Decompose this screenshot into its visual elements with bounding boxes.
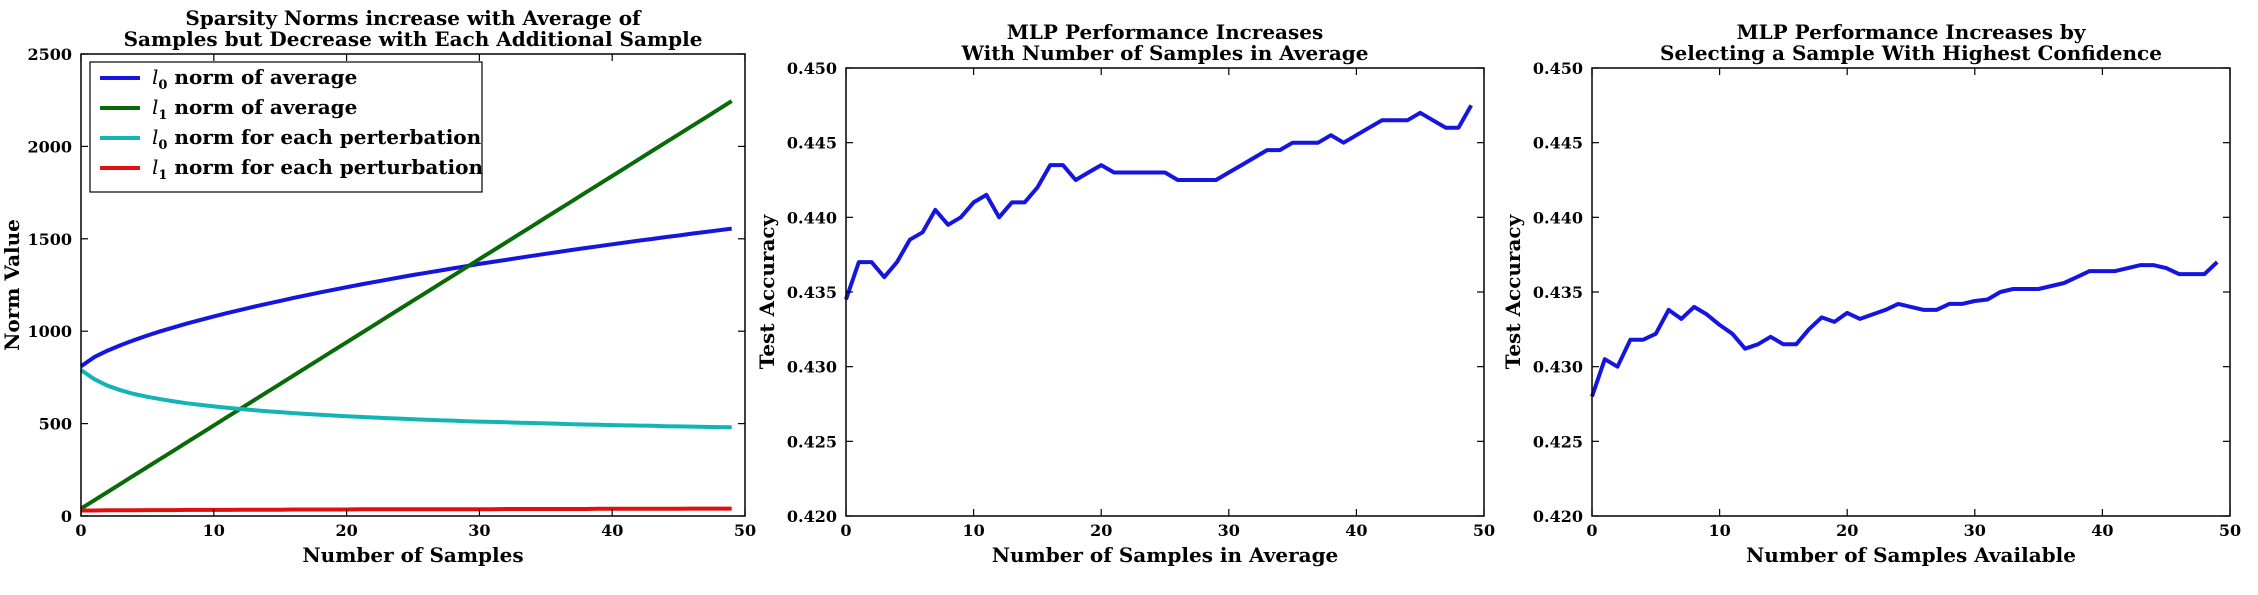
y-tick-label: 0.450	[787, 59, 837, 78]
y-tick-label: 0.420	[787, 507, 837, 526]
series-line-1	[1590, 260, 2219, 398]
y-tick-label: 0.430	[1533, 358, 1583, 377]
chart-panel-1: Sparsity Norms increase with Average ofS…	[0, 6, 756, 567]
x-axis-label: Number of Samples in Average	[992, 543, 1339, 567]
series-line-1	[844, 104, 1473, 301]
y-tick-label: 0	[61, 507, 72, 526]
legend-name: norm of average	[167, 95, 357, 119]
x-tick-label: 40	[601, 521, 623, 540]
series-line-3	[79, 368, 732, 430]
legend-label: l1 norm for each perturbation	[152, 155, 483, 183]
y-axis-label: Norm Value	[0, 219, 24, 351]
y-tick-label: 0.440	[787, 208, 837, 227]
plot-frame	[1591, 67, 2231, 517]
chart-title-line-1: MLP Performance Increases	[1007, 20, 1324, 44]
y-tick-label: 0.435	[1533, 283, 1583, 302]
y-tick-label: 500	[39, 415, 72, 434]
y-axis-label: Test Accuracy	[1501, 213, 1525, 369]
series-line-4	[81, 506, 732, 513]
legend-symbol: l	[152, 95, 158, 119]
x-tick-label: 20	[1090, 521, 1112, 540]
x-tick-label: 0	[75, 521, 86, 540]
x-tick-label: 50	[2219, 521, 2241, 540]
x-tick-label: 30	[1964, 521, 1986, 540]
legend-symbol: l	[152, 65, 158, 89]
x-tick-label: 0	[840, 521, 851, 540]
y-tick-label: 0.430	[787, 358, 837, 377]
y-tick-label: 0.445	[1533, 134, 1583, 153]
y-tick-label: 0.435	[787, 283, 837, 302]
y-tick-label: 1000	[27, 322, 72, 341]
x-tick-label: 0	[1586, 521, 1597, 540]
legend-name: norm for each perterbation	[167, 125, 481, 149]
chart-title-line-2: With Number of Samples in Average	[960, 41, 1368, 65]
series-line-1	[79, 226, 732, 368]
chart-title-line-1: MLP Performance Increases by	[1736, 20, 2086, 44]
y-tick-label: 2500	[27, 45, 72, 64]
legend-box	[89, 61, 483, 193]
x-tick-label: 40	[2091, 521, 2113, 540]
legend-label: l1 norm of average	[152, 95, 357, 123]
chart-title-line-2: Selecting a Sample With Highest Confiden…	[1660, 41, 2162, 65]
legend-subscript: 1	[158, 108, 167, 123]
x-tick-label: 20	[335, 521, 357, 540]
plot-frame	[845, 67, 1485, 517]
legend-subscript: 1	[158, 168, 167, 183]
y-tick-label: 0.440	[1533, 208, 1583, 227]
x-tick-label: 40	[1345, 521, 1367, 540]
legend-symbol: l	[152, 125, 158, 149]
x-tick-label: 20	[1836, 521, 1858, 540]
y-axis-label: Test Accuracy	[755, 213, 779, 369]
x-tick-label: 10	[1708, 521, 1730, 540]
chart-title-line-2: Samples but Decrease with Each Additiona…	[124, 27, 703, 51]
y-tick-label: 0.425	[1533, 432, 1583, 451]
legend-label: l0 norm for each perterbation	[152, 125, 482, 153]
y-tick-label: 1500	[27, 230, 72, 249]
x-tick-label: 30	[1218, 521, 1240, 540]
x-tick-label: 30	[468, 521, 490, 540]
y-tick-label: 0.425	[787, 432, 837, 451]
y-tick-label: 0.445	[787, 134, 837, 153]
legend-name: norm of average	[167, 65, 357, 89]
x-tick-label: 50	[1473, 521, 1495, 540]
legend-name: norm for each perturbation	[167, 155, 483, 179]
y-tick-label: 2000	[27, 137, 72, 156]
x-tick-label: 10	[203, 521, 225, 540]
x-axis-label: Number of Samples	[302, 543, 523, 567]
plot-frame	[80, 53, 746, 517]
y-tick-label: 0.450	[1533, 59, 1583, 78]
legend-symbol: l	[152, 155, 158, 179]
legend-label: l0 norm of average	[152, 65, 357, 93]
chart-title-line-1: Sparsity Norms increase with Average of	[185, 6, 642, 30]
y-tick-label: 0.420	[1533, 507, 1583, 526]
x-axis-label: Number of Samples Available	[1746, 543, 2076, 567]
x-tick-label: 50	[734, 521, 756, 540]
legend-subscript: 0	[158, 138, 167, 153]
series-line-2	[79, 99, 733, 511]
legend-subscript: 0	[158, 78, 167, 93]
x-tick-label: 10	[962, 521, 984, 540]
